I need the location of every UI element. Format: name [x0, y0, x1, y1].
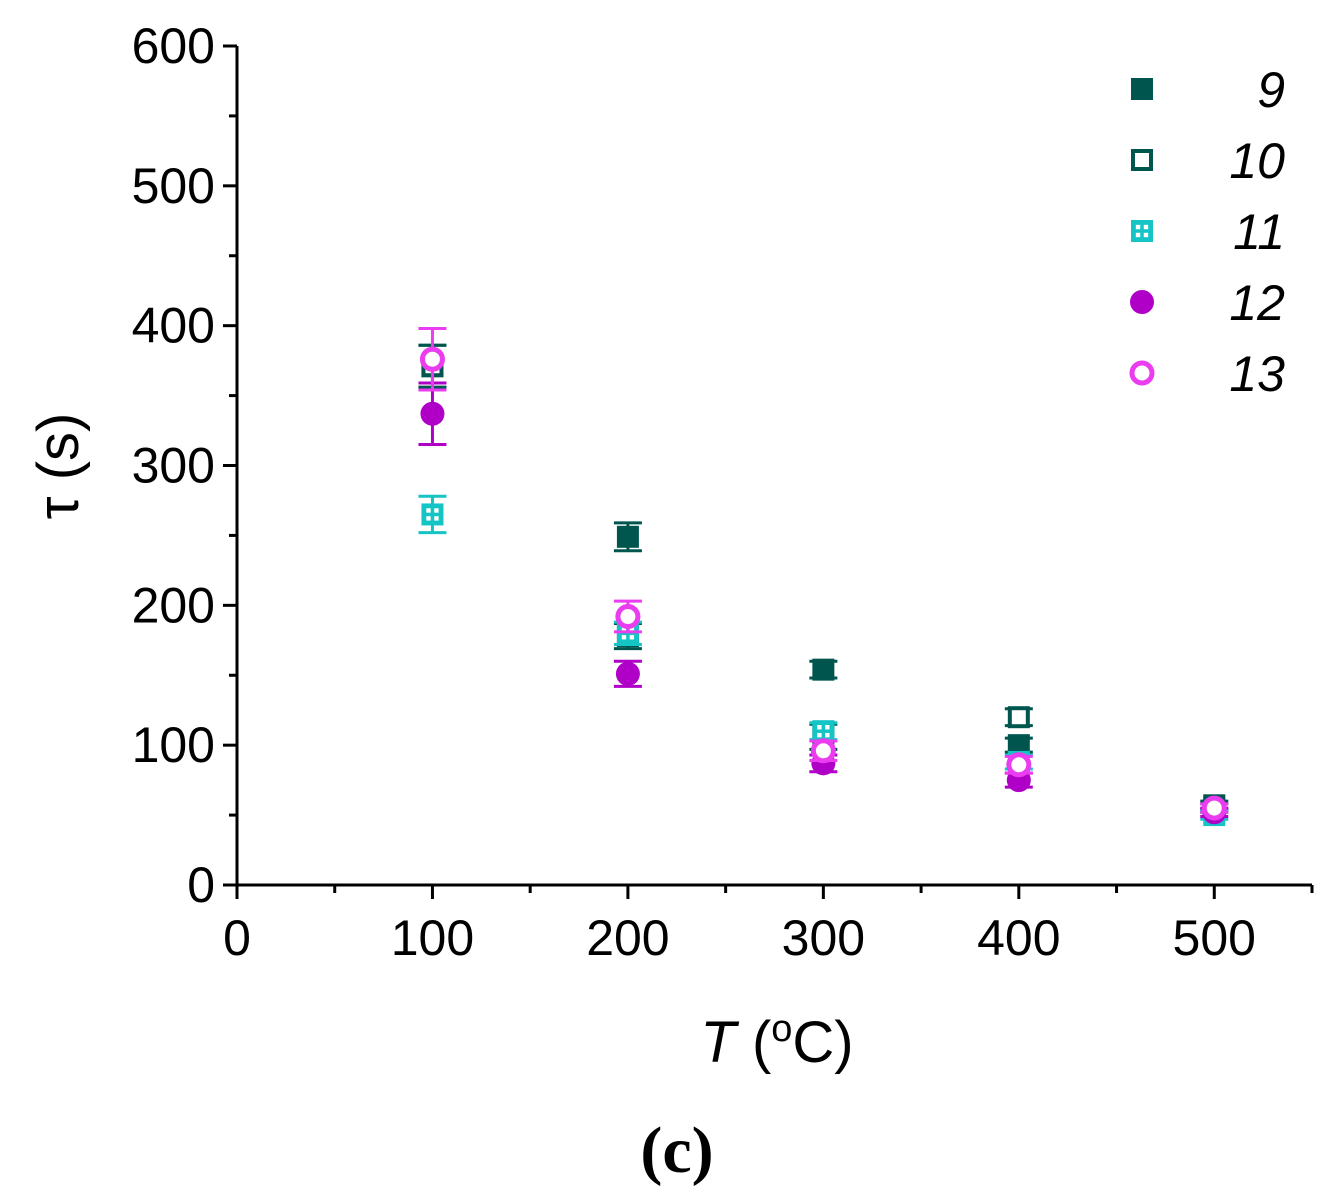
marker-grid-cell — [825, 725, 830, 730]
marker — [1201, 795, 1227, 821]
x-axis-variable: T — [700, 1010, 739, 1075]
legend-item-9: 9 — [1131, 62, 1285, 118]
x-tick-label: 300 — [782, 910, 865, 966]
x-tick-label: 400 — [977, 910, 1060, 966]
marker-grid-cell — [1135, 232, 1141, 238]
marker-grid-cell — [817, 725, 822, 730]
marker — [1007, 734, 1030, 757]
legend-item-10: 10 — [1131, 133, 1285, 189]
data-point — [809, 658, 838, 681]
marker — [615, 661, 640, 686]
x-axis-title: T (oC) — [700, 1008, 853, 1075]
marker-grid-cell — [629, 635, 635, 640]
data-point — [1200, 795, 1229, 821]
legend-item-13: 13 — [1129, 346, 1285, 402]
marker-grid-cell — [434, 508, 439, 513]
legend-marker — [1131, 220, 1153, 242]
marker-body — [1131, 220, 1153, 242]
y-tick-label: 0 — [187, 857, 215, 913]
data-point — [418, 326, 447, 392]
y-tick-label: 100 — [132, 717, 215, 773]
marker-grid-cell — [1143, 232, 1149, 238]
legend-label: 10 — [1229, 133, 1285, 189]
marker — [421, 503, 444, 526]
y-tick-label: 600 — [132, 18, 215, 74]
legend-marker — [1131, 149, 1153, 171]
marker — [812, 720, 835, 743]
marker — [1007, 706, 1030, 729]
marker-grid-cell — [825, 732, 830, 738]
marker-grid-cell — [1143, 224, 1149, 230]
data-point — [809, 738, 838, 764]
data-marks — [418, 326, 1229, 827]
data-point — [613, 599, 642, 634]
legend-label: 9 — [1257, 62, 1285, 118]
legend: 9 10 11 12 13 — [1129, 62, 1285, 402]
legend-item-12: 12 — [1130, 275, 1285, 331]
marker — [616, 525, 639, 548]
data-point — [418, 494, 447, 535]
marker-body — [421, 503, 444, 526]
x-tick-label: 0 — [223, 910, 251, 966]
legend-label: 12 — [1229, 275, 1285, 331]
marker — [420, 401, 445, 426]
data-point — [1004, 706, 1033, 729]
legend-label: 11 — [1233, 204, 1285, 260]
axes: 0 100 200 300 400 500 0 100 200 300 400 500 600 — [132, 18, 1314, 966]
y-tick-label: 400 — [132, 298, 215, 354]
legend-item-11: 11 — [1131, 204, 1285, 260]
x-axis-degree: o — [771, 1008, 792, 1050]
y-tick-label: 300 — [132, 438, 215, 494]
x-tick-label: 200 — [586, 910, 669, 966]
marker-grid-cell — [1135, 224, 1141, 230]
marker — [812, 658, 835, 681]
marker-grid-cell — [817, 732, 822, 738]
data-point — [418, 381, 447, 447]
y-tick-label: 200 — [132, 577, 215, 633]
x-tick-label: 100 — [391, 910, 474, 966]
legend-marker — [1131, 78, 1153, 100]
x-axis-open: ( — [736, 1010, 771, 1075]
legend-marker — [1129, 360, 1155, 386]
marker-grid-cell — [621, 627, 627, 632]
marker — [1006, 752, 1032, 778]
legend-marker — [1130, 290, 1154, 314]
data-point — [1004, 752, 1033, 778]
marker — [419, 346, 445, 372]
figure-caption: (c) — [640, 1114, 713, 1187]
marker-grid-cell — [621, 635, 627, 640]
x-axis-unit: C) — [792, 1010, 853, 1075]
marker — [615, 604, 641, 630]
data-point — [613, 521, 642, 553]
y-tick-label: 500 — [132, 158, 215, 214]
marker-grid-cell — [426, 516, 431, 521]
marker — [810, 738, 836, 764]
marker-grid-cell — [426, 508, 431, 513]
marker-grid-cell — [434, 516, 439, 521]
y-axis-title: τ (s) — [26, 413, 91, 520]
x-tick-label: 500 — [1173, 910, 1256, 966]
series-13 — [418, 326, 1229, 821]
legend-label: 13 — [1229, 346, 1285, 402]
marker-grid-cell — [629, 627, 635, 632]
data-point — [613, 659, 642, 688]
